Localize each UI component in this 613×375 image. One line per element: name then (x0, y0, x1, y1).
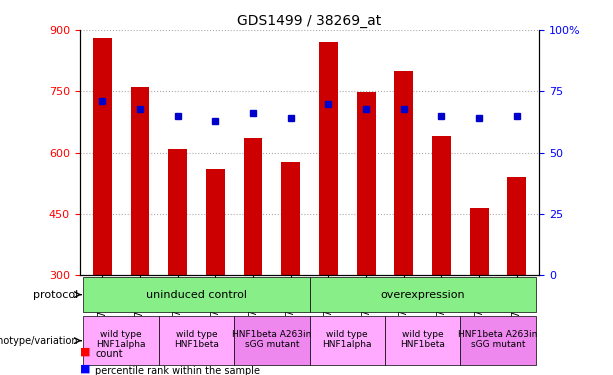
Bar (319, 42, 338, 276)
Title: GDS1499 / 38269_at: GDS1499 / 38269_at (237, 13, 382, 28)
Bar (206, 169, 225, 276)
Text: wild type
HNF1beta: wild type HNF1beta (400, 330, 445, 349)
Bar (93, 38, 112, 276)
Bar (432, 136, 451, 276)
Text: ■: ■ (80, 346, 90, 356)
FancyBboxPatch shape (83, 316, 159, 365)
Bar (281, 162, 300, 276)
Text: percentile rank within the sample: percentile rank within the sample (95, 366, 260, 375)
FancyBboxPatch shape (159, 316, 234, 365)
Text: HNF1beta A263in
sGG mutant: HNF1beta A263in sGG mutant (459, 330, 538, 349)
Bar (131, 87, 150, 276)
FancyBboxPatch shape (385, 316, 460, 365)
Text: genotype/variation: genotype/variation (0, 336, 78, 346)
Text: HNF1beta A263in
sGG mutant: HNF1beta A263in sGG mutant (232, 330, 311, 349)
Bar (394, 71, 413, 276)
Text: uninduced control: uninduced control (146, 290, 247, 300)
Text: ■: ■ (80, 363, 90, 373)
Bar (243, 138, 262, 276)
FancyBboxPatch shape (234, 316, 310, 365)
Text: overexpression: overexpression (380, 290, 465, 300)
Bar (357, 92, 376, 276)
Text: protocol: protocol (32, 290, 78, 300)
Bar (168, 148, 187, 276)
Text: count: count (95, 350, 123, 359)
Text: wild type
HNF1alpha: wild type HNF1alpha (96, 330, 146, 349)
Bar (508, 177, 526, 276)
Bar (470, 208, 489, 276)
FancyBboxPatch shape (310, 278, 536, 312)
Text: wild type
HNF1alpha: wild type HNF1alpha (322, 330, 372, 349)
FancyBboxPatch shape (83, 278, 310, 312)
Text: wild type
HNF1beta: wild type HNF1beta (174, 330, 219, 349)
FancyBboxPatch shape (310, 316, 385, 365)
FancyBboxPatch shape (460, 316, 536, 365)
